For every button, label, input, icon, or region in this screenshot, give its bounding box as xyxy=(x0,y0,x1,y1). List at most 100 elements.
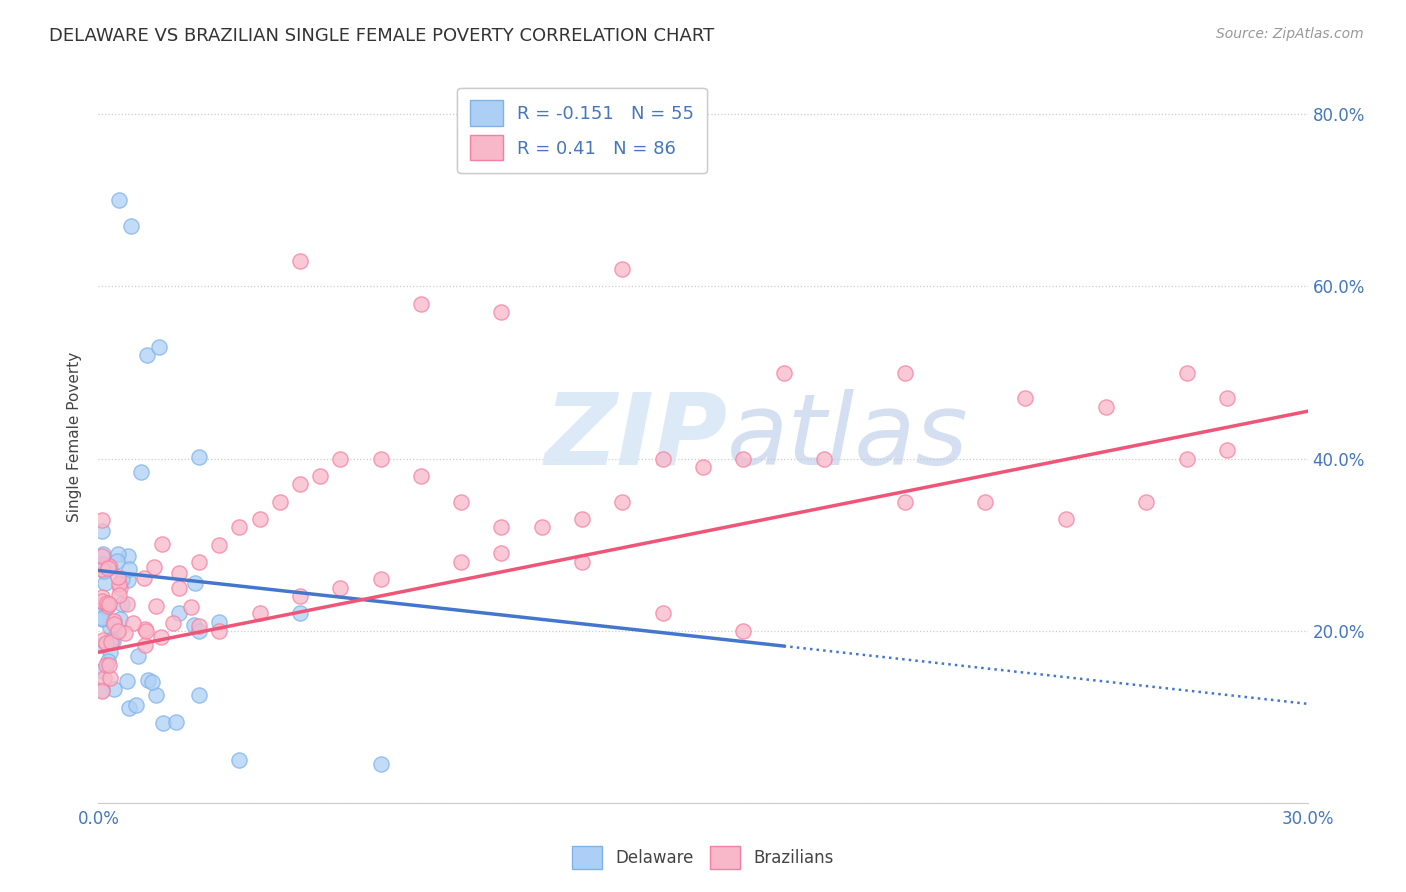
Point xyxy=(91,547,114,561)
Point xyxy=(93,564,115,578)
Point xyxy=(1216,392,1239,406)
Point xyxy=(491,305,513,319)
Point xyxy=(329,451,352,466)
Point xyxy=(249,607,271,621)
Point xyxy=(188,619,211,633)
Point xyxy=(98,558,121,573)
Point xyxy=(893,494,915,508)
Point xyxy=(98,632,121,647)
Point xyxy=(94,658,117,673)
Point xyxy=(91,612,114,626)
Point xyxy=(150,630,173,644)
Point xyxy=(97,599,120,613)
Point xyxy=(107,194,129,208)
Point xyxy=(288,607,311,621)
Point xyxy=(97,597,120,611)
Point xyxy=(409,468,432,483)
Point xyxy=(117,549,139,563)
Point xyxy=(91,638,114,652)
Point xyxy=(96,596,118,610)
Point xyxy=(117,673,139,688)
Point xyxy=(269,494,291,508)
Point xyxy=(1216,442,1239,457)
Point xyxy=(98,560,121,574)
Point xyxy=(129,465,152,479)
Point xyxy=(145,688,167,702)
Point xyxy=(121,615,143,630)
Point xyxy=(136,673,159,687)
Point xyxy=(94,558,117,573)
Point xyxy=(228,520,250,534)
Point xyxy=(91,524,114,538)
Point xyxy=(167,607,190,621)
Point xyxy=(93,558,115,573)
Point xyxy=(288,253,311,268)
Point xyxy=(208,624,231,638)
Point xyxy=(692,460,714,475)
Point xyxy=(98,620,121,634)
Legend: R = -0.151   N = 55, R = 0.41   N = 86: R = -0.151 N = 55, R = 0.41 N = 86 xyxy=(457,87,707,173)
Point xyxy=(571,512,593,526)
Point xyxy=(91,590,114,604)
Point xyxy=(612,262,634,277)
Text: ZIP: ZIP xyxy=(544,389,727,485)
Point xyxy=(103,614,125,628)
Point xyxy=(309,468,332,483)
Point xyxy=(94,601,117,615)
Point xyxy=(101,634,124,648)
Point xyxy=(143,560,166,574)
Point xyxy=(571,555,593,569)
Point xyxy=(733,451,755,466)
Point xyxy=(91,683,114,698)
Point xyxy=(772,366,794,380)
Point xyxy=(188,555,211,569)
Point xyxy=(288,477,311,491)
Point xyxy=(91,611,114,625)
Point xyxy=(134,638,156,652)
Point xyxy=(651,451,673,466)
Point xyxy=(91,558,114,572)
Point xyxy=(98,645,121,659)
Point xyxy=(1014,392,1036,406)
Point xyxy=(165,714,187,729)
Point xyxy=(127,649,149,664)
Point xyxy=(148,340,170,354)
Point xyxy=(91,549,114,563)
Point xyxy=(91,594,114,608)
Point xyxy=(150,537,173,551)
Point xyxy=(93,596,115,610)
Point xyxy=(100,635,122,649)
Point xyxy=(329,581,352,595)
Point xyxy=(107,624,129,639)
Point xyxy=(98,671,121,685)
Point xyxy=(288,589,311,603)
Point xyxy=(228,753,250,767)
Point xyxy=(118,700,141,714)
Point xyxy=(612,494,634,508)
Point xyxy=(370,451,392,466)
Point xyxy=(135,348,157,362)
Point xyxy=(184,576,207,591)
Point xyxy=(94,636,117,650)
Point xyxy=(249,512,271,526)
Point xyxy=(152,715,174,730)
Point xyxy=(111,572,134,586)
Point xyxy=(120,219,142,234)
Point xyxy=(450,555,472,569)
Point xyxy=(94,562,117,576)
Point xyxy=(93,671,115,685)
Point xyxy=(162,616,184,631)
Point xyxy=(107,547,129,561)
Point xyxy=(107,570,129,584)
Point xyxy=(1054,512,1077,526)
Point xyxy=(450,494,472,508)
Point xyxy=(103,682,125,697)
Point xyxy=(98,658,121,673)
Point xyxy=(1175,451,1198,466)
Point xyxy=(105,624,128,638)
Point xyxy=(180,599,202,614)
Point xyxy=(167,566,190,581)
Point xyxy=(370,572,392,586)
Text: DELAWARE VS BRAZILIAN SINGLE FEMALE POVERTY CORRELATION CHART: DELAWARE VS BRAZILIAN SINGLE FEMALE POVE… xyxy=(49,27,714,45)
Point xyxy=(135,624,157,639)
